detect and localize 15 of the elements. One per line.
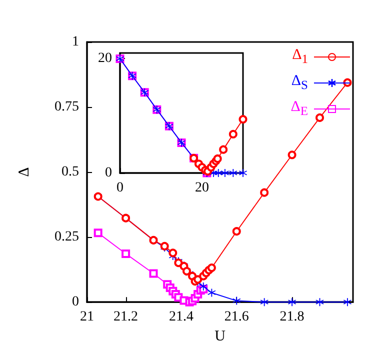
x-tick-label: 21.2 xyxy=(114,310,138,325)
x-tick-label: 21.8 xyxy=(280,310,304,325)
y-tick-label: 0.5 xyxy=(62,164,79,180)
x-axis-title: U xyxy=(214,328,226,344)
x-tick-label: 21.4 xyxy=(168,310,194,325)
y-tick-label: 0.25 xyxy=(54,230,79,245)
x-tick-label: 21.6 xyxy=(224,310,249,325)
y-tick-label: 0 xyxy=(72,294,79,310)
legend-label: Δ$_{S}$ xyxy=(291,72,308,94)
legend-label: Δ$_{1}$ xyxy=(292,46,308,68)
y-tick-label: 0.75 xyxy=(54,100,79,115)
y-axis-title: Δ xyxy=(16,166,32,177)
y-tick-label: 1 xyxy=(72,34,79,50)
x-tick-label: 21 xyxy=(80,310,94,325)
legend-label: Δ$_{E}$ xyxy=(290,98,308,120)
